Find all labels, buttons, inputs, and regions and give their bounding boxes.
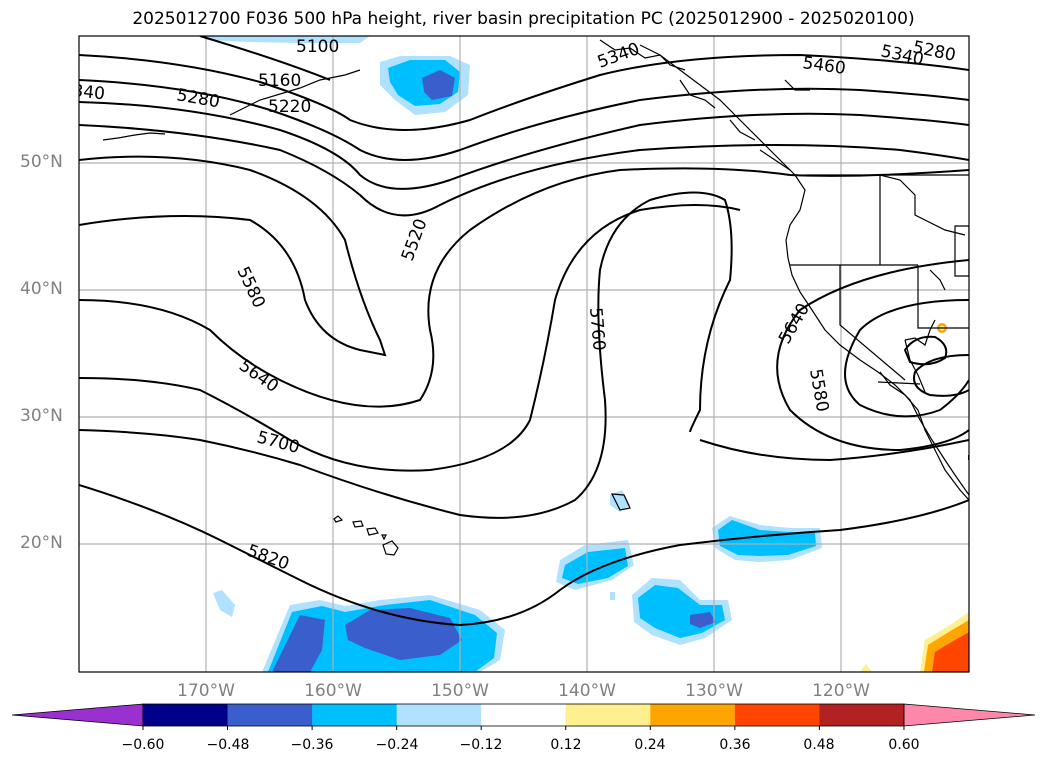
graticule: [79, 36, 969, 672]
lat-label-30n: 30°N: [20, 406, 63, 426]
colorbar-tick-label: −0.24: [375, 737, 419, 753]
colorbar-segment: [143, 704, 229, 726]
colorbar-segment: [396, 704, 482, 726]
colorbar-tick-label: 0.12: [550, 737, 582, 753]
lon-label-160w: 160°W: [304, 681, 362, 701]
colorbar-segment: [650, 704, 736, 726]
colorbar-tick-label: −0.48: [206, 737, 250, 753]
colorbar-extend-min: [11, 703, 144, 727]
precip-negative-shading: [205, 36, 822, 672]
lat-label-50n: 50°N: [20, 152, 63, 172]
colorbar-segment: [565, 704, 651, 726]
lon-label-170w: 170°W: [177, 681, 235, 701]
hawaii-islands: [333, 493, 631, 556]
map-frame: [78, 35, 970, 673]
lat-label-20n: 20°N: [20, 533, 63, 553]
colorbar-segment: [734, 704, 820, 726]
colorbar: [11, 703, 1036, 730]
contour-label-5220: 5220: [268, 97, 311, 117]
map-area: [79, 36, 969, 672]
colorbar-tick-label: 0.24: [634, 737, 666, 753]
colorbar-tick-label: −0.60: [121, 737, 165, 753]
contour-label-5100: 5100: [296, 37, 339, 57]
colorbar-tick-label: 0.60: [888, 737, 920, 753]
colorbar-segment: [481, 704, 567, 726]
colorbar-tick-label: −0.36: [290, 737, 334, 753]
map-title: 2025012700 F036 500 hPa height, river ba…: [132, 9, 915, 29]
colorbar-outline: [142, 703, 905, 727]
colorbar-segment: [312, 704, 398, 726]
contour-label-5160: 5160: [258, 71, 301, 91]
contour-label-5760: 5760: [585, 307, 609, 352]
colorbar-tick-label: 0.36: [719, 737, 751, 753]
precip-positive-shading: [860, 323, 969, 672]
colorbar-tick-label: 0.48: [803, 737, 835, 753]
colorbar-extend-max: [903, 703, 1036, 727]
lat-label-40n: 40°N: [20, 279, 63, 299]
height-contours: [79, 36, 969, 627]
lon-label-120w: 120°W: [812, 681, 870, 701]
colorbar-segment: [227, 704, 313, 726]
colorbar-tick-label: −0.12: [459, 737, 503, 753]
lon-label-130w: 130°W: [685, 681, 743, 701]
lon-label-140w: 140°W: [558, 681, 616, 701]
lon-label-150w: 150°W: [431, 681, 489, 701]
contour-label-5340-west: 340: [71, 81, 105, 104]
colorbar-segment: [819, 704, 905, 726]
